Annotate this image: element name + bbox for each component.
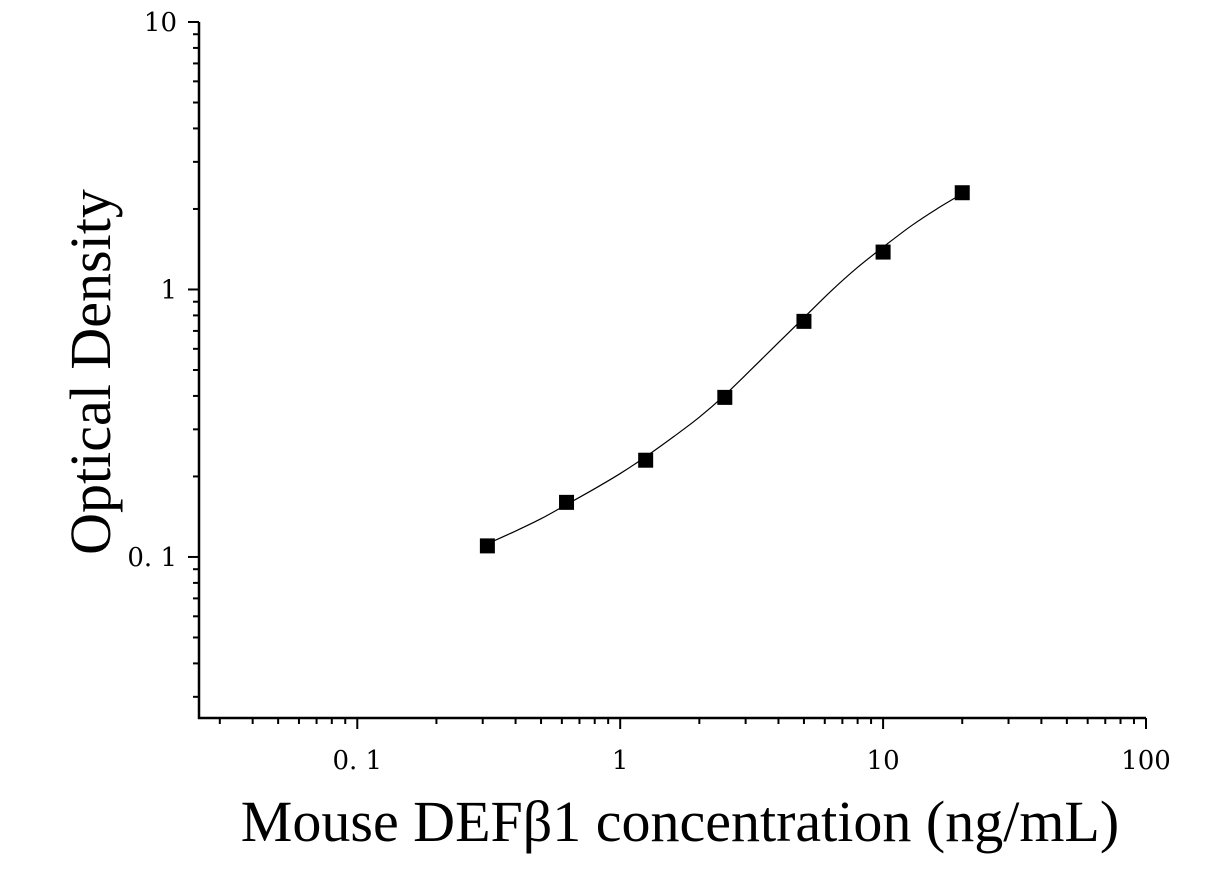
data-point bbox=[479, 538, 495, 554]
y-axis-ticks bbox=[188, 21, 199, 698]
y-axis-tick-labels: 0. 1 1 10 bbox=[127, 8, 177, 573]
y-tick-label: 10 bbox=[144, 8, 177, 38]
data-point bbox=[559, 494, 575, 510]
y-tick-label: 1 bbox=[160, 275, 177, 305]
axes: 0. 1 1 10 0. 1 1 10 100 bbox=[127, 8, 1170, 776]
data-point bbox=[796, 313, 812, 329]
data-point bbox=[954, 185, 970, 201]
x-tick-label: 1 bbox=[612, 746, 629, 776]
y-tick-label: 0. 1 bbox=[127, 543, 177, 573]
plot-area bbox=[479, 185, 970, 554]
x-axis-title: Mouse DEFβ1 concentration (ng/mL) bbox=[241, 789, 1119, 854]
y-axis-title: Optical Density bbox=[58, 189, 123, 555]
data-point bbox=[717, 389, 733, 405]
data-points bbox=[479, 185, 970, 554]
x-tick-label: 100 bbox=[1121, 746, 1171, 776]
data-point bbox=[875, 244, 891, 260]
fit-curve-line bbox=[487, 193, 963, 545]
x-axis-tick-labels: 0. 1 1 10 100 bbox=[332, 746, 1170, 776]
x-axis-ticks bbox=[218, 718, 1147, 729]
x-tick-label: 10 bbox=[867, 746, 900, 776]
x-tick-label: 0. 1 bbox=[332, 746, 382, 776]
data-point bbox=[638, 452, 654, 468]
